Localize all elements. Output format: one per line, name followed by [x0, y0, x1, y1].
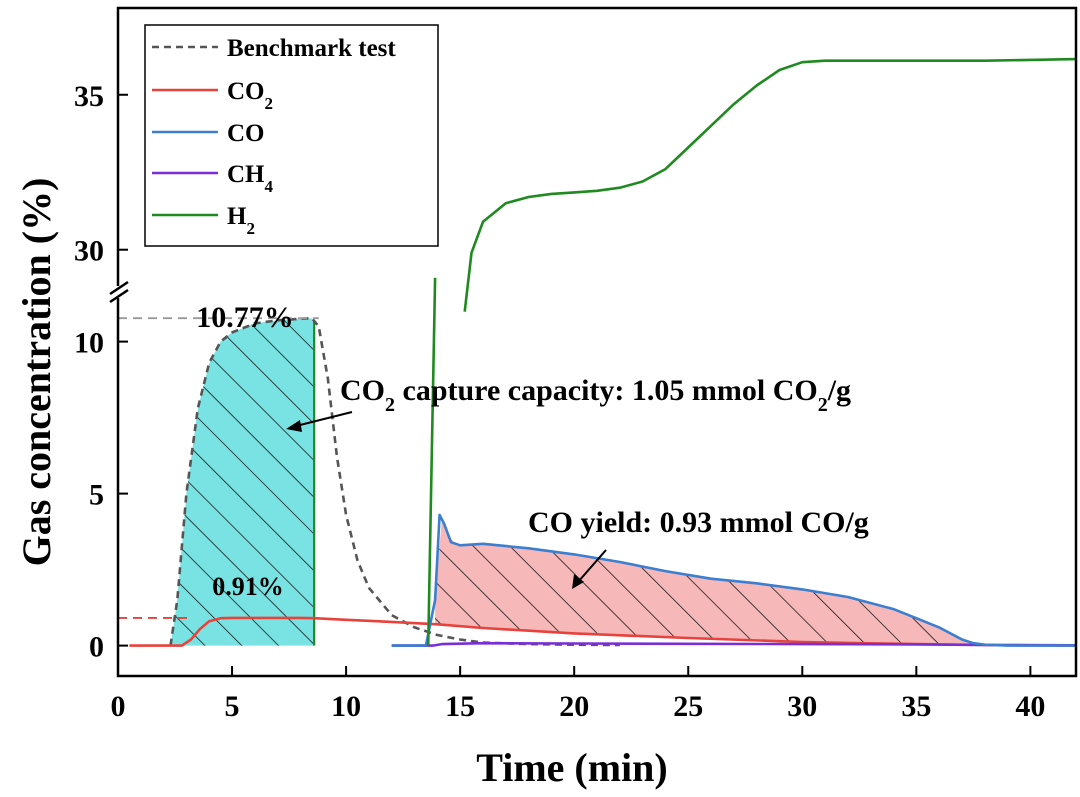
legend-entry-label: CO [227, 120, 265, 147]
y-tick-label: 35 [74, 80, 104, 113]
annotations: 10.77% 0.91% CO2 capture capacity: 1.05 … [196, 301, 869, 601]
filled-areas [170, 318, 974, 646]
series-line-ch4 [391, 641, 1077, 647]
legend: Benchmark test CO2 CO CH4 H2 [144, 24, 439, 247]
y-axis-title: Gas concentration (%) [14, 178, 59, 567]
x-tick-label: 35 [901, 690, 931, 723]
legend-entry-label: CO2 [227, 78, 273, 113]
co-yield-label: CO yield: 0.93 mmol CO/g [528, 506, 869, 539]
legend-entry-label: CH4 [227, 161, 274, 196]
y-tick-label: 30 [74, 235, 104, 268]
y-tick-label: 10 [74, 327, 104, 360]
y-tick-label: 0 [89, 631, 104, 664]
series-line-co2 [129, 616, 1077, 647]
axis-break [108, 280, 130, 304]
legend-entry-label: H2 [227, 203, 255, 238]
peak-value-label: 10.77% [196, 301, 294, 334]
capture-area-hatch [170, 318, 315, 646]
x-tick-label: 10 [331, 690, 361, 723]
x-tick-label: 25 [673, 690, 703, 723]
yield-arrow [572, 549, 607, 589]
capture-capacity-label: CO2 capture capacity: 1.05 mmol CO2/g [340, 374, 851, 416]
x-tick-label: 40 [1015, 690, 1045, 723]
x-tick-label: 15 [445, 690, 475, 723]
legend-entry-label: Benchmark test [227, 35, 396, 62]
x-tick-label: 30 [787, 690, 817, 723]
series-line-h2-upper [463, 57, 1077, 312]
y-tick-label: 5 [89, 479, 104, 512]
baseline-value-label: 0.91% [212, 572, 284, 601]
reference-lines [118, 317, 319, 619]
x-tick-label: 20 [559, 690, 589, 723]
capture-arrow [286, 411, 353, 432]
yield-area-hatch [435, 519, 974, 645]
series-line-benchmark [169, 316, 620, 647]
axis-ticks: 0 5 10 15 20 25 30 35 40 0 5 10 30 35 [74, 80, 1045, 723]
x-tick-label: 5 [225, 690, 240, 723]
series-lines [129, 57, 1077, 647]
x-tick-label: 0 [111, 690, 126, 723]
series-line-h2-lower [426, 277, 437, 646]
legend-box [144, 24, 439, 247]
x-axis-title: Time (min) [476, 745, 667, 790]
series-line-co [391, 513, 1076, 647]
